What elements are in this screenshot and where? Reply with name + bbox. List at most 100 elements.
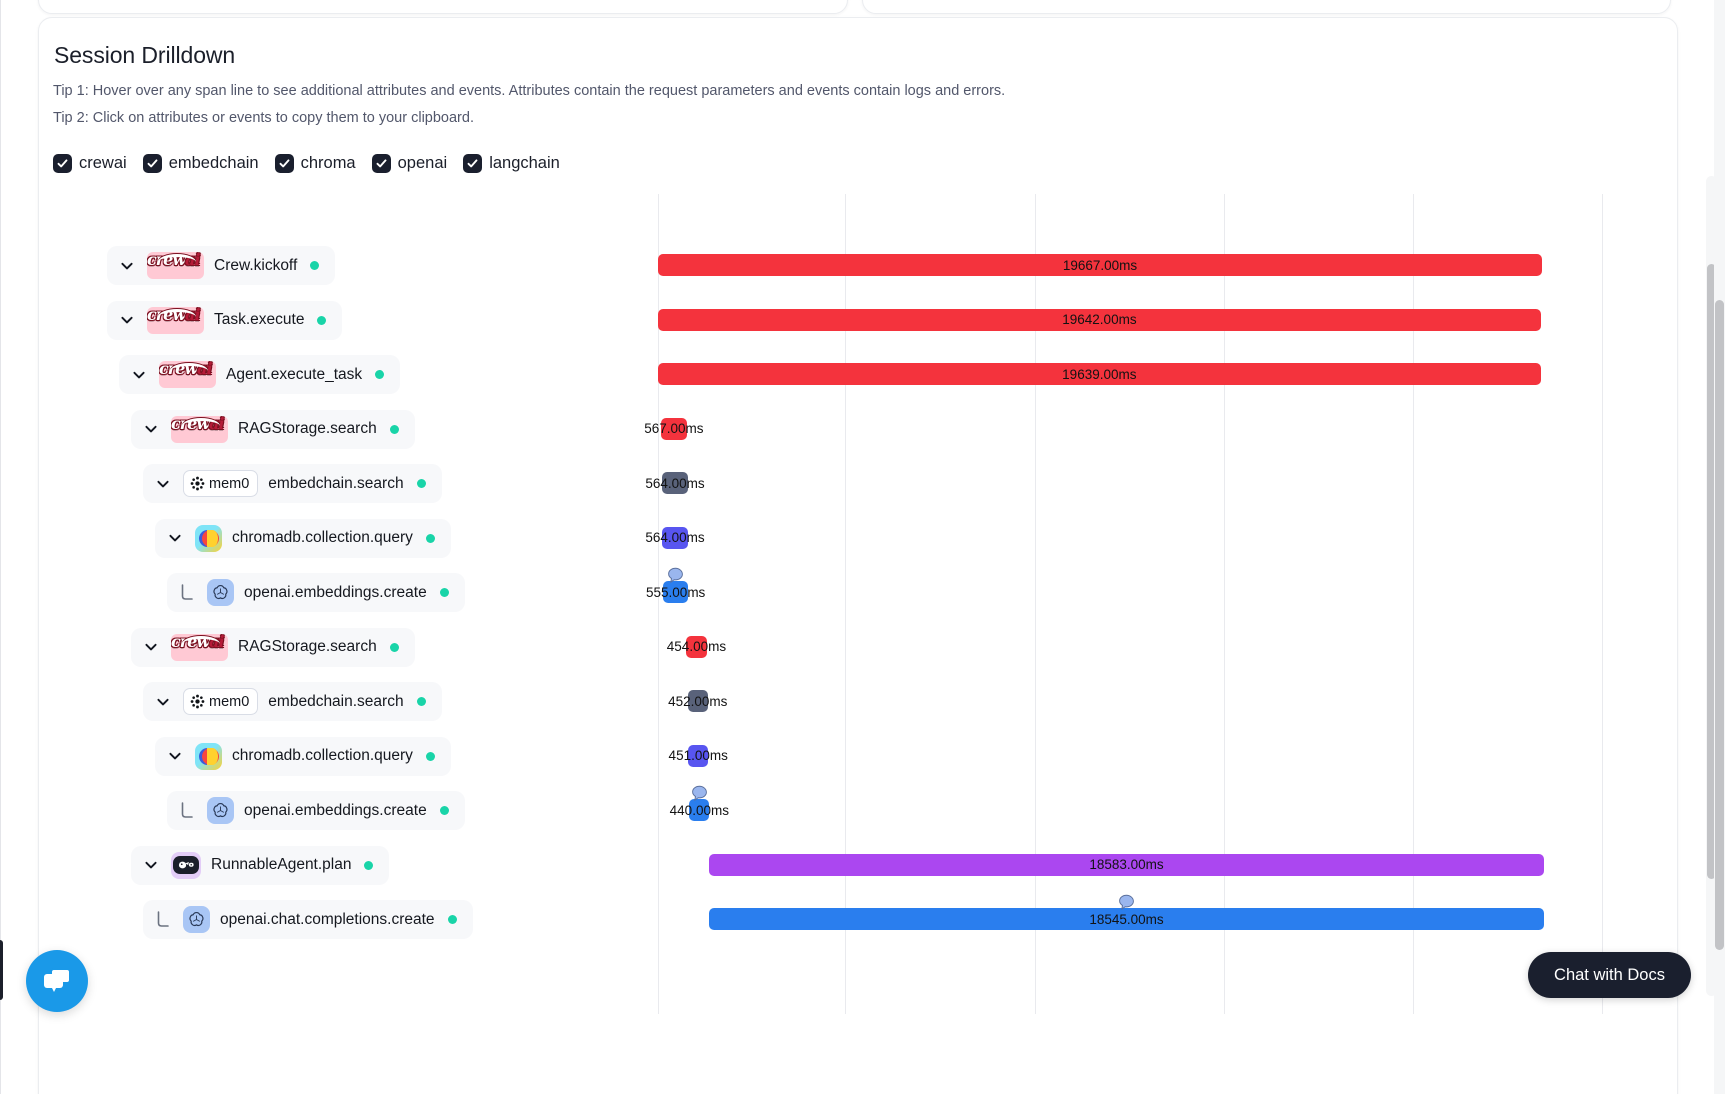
span-duration-bar[interactable]: 19642.00ms (658, 308, 1541, 331)
span-label-pill[interactable]: openai.embeddings.create (167, 791, 465, 830)
span-status-dot (439, 806, 449, 815)
span-label-pill[interactable]: chromadb.collection.query (155, 518, 451, 558)
span-event-bubble-icon[interactable] (1118, 894, 1135, 911)
session-drilldown-card: Session Drilldown Tip 1: Hover over any … (38, 17, 1678, 1094)
chat-widget-button[interactable] (26, 950, 88, 1012)
filter-openai[interactable]: openai (371, 154, 447, 173)
span-row[interactable]: crewai Crew.kickoff 19667.00ms (39, 238, 1677, 292)
span-row[interactable]: RunnableAgent.plan 18583.00ms (39, 838, 1677, 892)
span-row[interactable]: chromadb.collection.query 564.00ms (39, 511, 1677, 565)
span-name-label: RAGStorage.search (238, 638, 377, 655)
chat-bubbles-icon (44, 968, 71, 992)
chevron-down-icon[interactable] (117, 256, 137, 276)
span-row[interactable]: mem0 embedchain.search 452.00ms (39, 674, 1677, 728)
chat-with-docs-button[interactable]: Chat with Docs (1528, 952, 1691, 998)
span-name-label: chromadb.collection.query (232, 529, 413, 546)
chevron-down-icon[interactable] (141, 419, 161, 439)
tip-1-text: Tip 1: Hover over any span line to see a… (53, 83, 1006, 99)
chevron-down-icon[interactable] (165, 528, 185, 548)
span-name-label: openai.embeddings.create (244, 801, 427, 819)
span-duration-bar[interactable]: 452.00ms (668, 690, 727, 712)
span-event-bubble-icon[interactable] (667, 567, 684, 584)
span-label-pill[interactable]: openai.embeddings.create (167, 573, 465, 612)
filter-label-crewai: crewai (79, 154, 127, 172)
span-status-dot (447, 915, 457, 924)
mem0-flower-icon (190, 694, 205, 709)
span-duration-bar[interactable]: 18545.00ms (709, 894, 1544, 930)
crewai-logo-icon: crewai (147, 306, 204, 334)
span-duration-label: 440.00ms (669, 802, 729, 818)
span-duration-bar[interactable]: 18583.00ms (708, 853, 1545, 876)
openai-logo-icon (207, 797, 234, 824)
span-duration-bar[interactable]: 567.00ms (644, 417, 704, 440)
span-label-pill[interactable]: mem0 embedchain.search (143, 682, 442, 721)
span-status-dot (317, 315, 327, 325)
check-icon (467, 159, 478, 168)
span-status-dot (389, 642, 399, 652)
span-label-pill[interactable]: RunnableAgent.plan (131, 845, 390, 885)
filter-langchain[interactable]: langchain (463, 154, 560, 173)
check-icon (376, 159, 387, 168)
check-icon (147, 159, 158, 168)
chevron-down-icon[interactable] (129, 365, 149, 385)
trace-scrollbar-thumb[interactable] (1707, 264, 1716, 879)
filter-embedchain[interactable]: embedchain (142, 154, 259, 173)
span-duration-bar[interactable]: 454.00ms (667, 635, 726, 658)
checkbox-openai[interactable] (371, 154, 391, 173)
span-label-pill[interactable]: crewai RAGStorage.search (131, 627, 415, 667)
tree-elbow-connector-icon (153, 910, 173, 930)
span-duration-bar[interactable]: 564.00ms (645, 472, 705, 494)
trace-timeline-canvas: crewai Crew.kickoff 19667.00ms crewai Task.e… (39, 194, 1677, 1014)
span-row[interactable]: crewai Task.execute 19642.00ms (39, 293, 1677, 347)
chevron-down-icon[interactable] (153, 474, 173, 494)
crewai-logo-icon: crewai (147, 252, 204, 279)
span-label-pill[interactable]: crewai RAGStorage.search (131, 409, 415, 449)
span-label-pill[interactable]: crewai Task.execute (107, 300, 343, 340)
span-row[interactable]: mem0 embedchain.search 564.00ms (39, 456, 1677, 510)
page-scrollbar-thumb[interactable] (1715, 300, 1724, 950)
span-row[interactable]: crewai RAGStorage.search 454.00ms (39, 620, 1677, 674)
crewai-logo-icon: crewai (171, 415, 228, 443)
span-label-pill[interactable]: chromadb.collection.query (155, 736, 451, 776)
span-duration-bar[interactable]: 451.00ms (669, 744, 728, 767)
chevron-down-icon[interactable] (141, 855, 161, 875)
span-row[interactable]: chromadb.collection.query 451.00ms (39, 729, 1677, 783)
tip-2-text: Tip 2: Click on attributes or events to … (53, 110, 474, 126)
page-scrollbar-track[interactable] (1714, 0, 1725, 1094)
span-row[interactable]: openai.chat.completions.create 18545.00ms (39, 892, 1677, 946)
span-duration-label: 564.00ms (645, 475, 705, 491)
mem0-logo-icon: mem0 (183, 470, 259, 497)
span-label-pill[interactable]: crewai Agent.execute_task (119, 355, 401, 394)
chevron-down-icon[interactable] (153, 692, 173, 712)
span-duration-bar[interactable]: 555.00ms (646, 567, 705, 603)
span-row[interactable]: openai.embeddings.create 440.00ms (39, 783, 1677, 837)
grid-line (1413, 194, 1414, 1014)
span-name-label: Crew.kickoff (214, 256, 298, 274)
span-label-pill[interactable]: crewai Crew.kickoff (107, 246, 336, 285)
span-label-pill[interactable]: mem0 embedchain.search (143, 464, 442, 503)
filter-chroma[interactable]: chroma (274, 154, 356, 173)
span-label-pill[interactable]: openai.chat.completions.create (143, 900, 473, 939)
span-event-bubble-icon[interactable] (691, 785, 708, 802)
span-row[interactable]: crewai Agent.execute_task 19639.00ms (39, 347, 1677, 401)
checkbox-chroma[interactable] (274, 154, 294, 173)
filter-crewai[interactable]: crewai (53, 154, 127, 173)
span-duration-label: 18545.00ms (1089, 911, 1164, 927)
filter-label-embedchain: embedchain (168, 154, 259, 172)
checkbox-crewai[interactable] (53, 154, 72, 173)
span-row[interactable]: openai.embeddings.create 555.00ms (39, 565, 1677, 619)
checkbox-langchain[interactable] (463, 154, 483, 173)
span-duration-bar[interactable]: 19639.00ms (658, 363, 1541, 385)
checkbox-embedchain[interactable] (142, 154, 162, 173)
chevron-down-icon[interactable] (117, 310, 137, 330)
viewport-left-edge (0, 0, 1, 1094)
check-icon (279, 159, 290, 168)
span-row[interactable]: crewai RAGStorage.search 567.00ms (39, 402, 1677, 456)
span-duration-bar[interactable]: 440.00ms (670, 785, 729, 821)
span-duration-bar[interactable]: 564.00ms (645, 526, 705, 549)
trace-scrollbar-track[interactable] (1706, 176, 1717, 996)
tree-elbow-connector-icon (177, 583, 197, 603)
span-duration-bar[interactable]: 19667.00ms (658, 254, 1542, 276)
chevron-down-icon[interactable] (165, 746, 185, 766)
chevron-down-icon[interactable] (141, 637, 161, 657)
